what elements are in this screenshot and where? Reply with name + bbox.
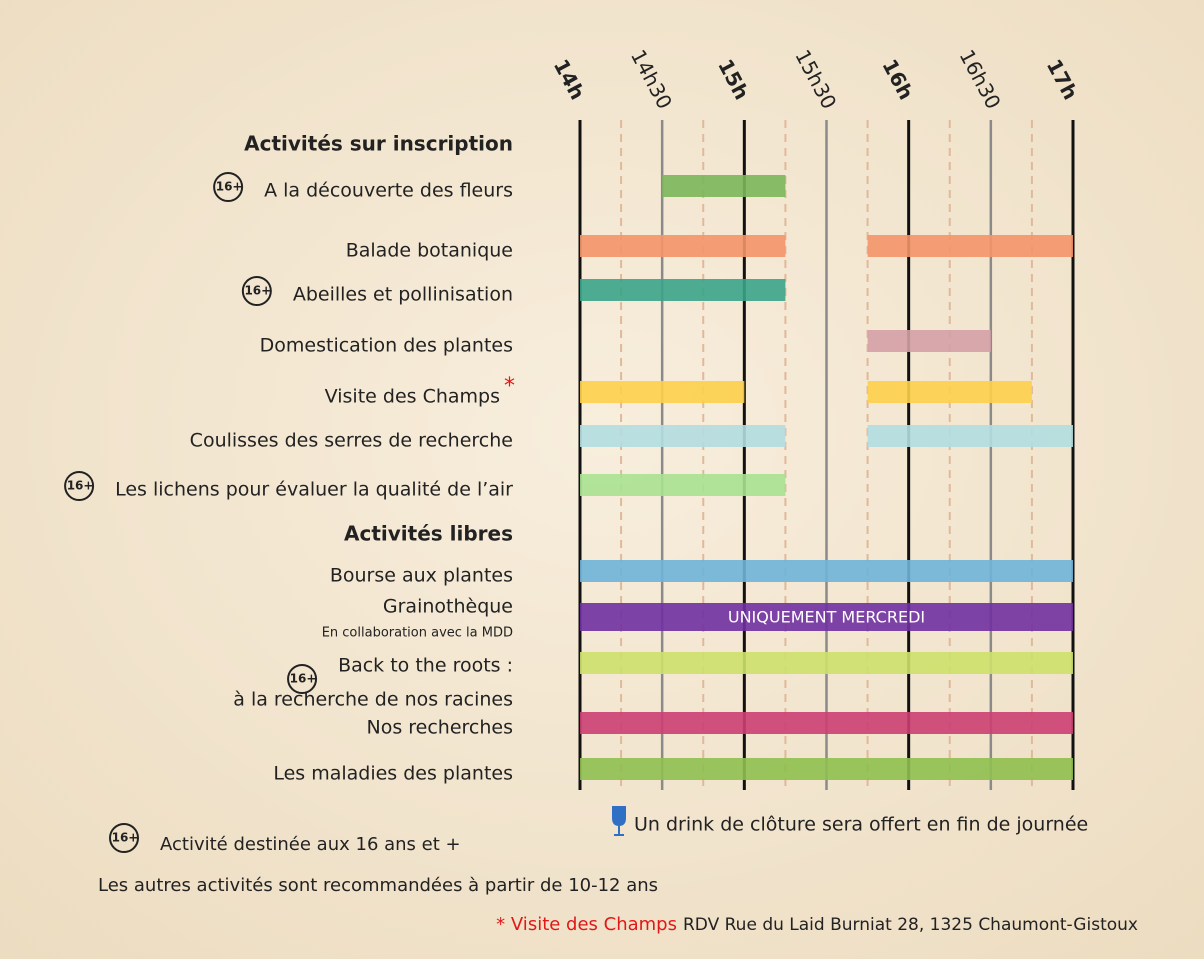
age-badge-label: 16+ (112, 831, 139, 845)
task-bar (662, 175, 786, 197)
age-badge (287, 664, 318, 694)
task-bar (580, 603, 1073, 631)
age-badge-label: 16+ (216, 180, 243, 194)
section-title: Activités libres (344, 522, 513, 546)
task-label: Coulisses des serres de recherche (190, 430, 513, 452)
task-label: Grainothèque (383, 596, 513, 618)
footnote-name: * Visite des Champs (496, 914, 677, 935)
task-label: Bourse aux plantes (330, 565, 513, 587)
task-bar (580, 279, 786, 301)
task-bar (580, 425, 786, 447)
task-bar (580, 712, 1073, 734)
task-bar (580, 235, 786, 257)
task-marker: * (504, 374, 515, 399)
task-bar (580, 474, 786, 496)
task-bar (580, 652, 1073, 674)
task-bar (867, 330, 991, 352)
drink-note: Un drink de clôture sera offert en fin d… (634, 814, 1088, 836)
task-bar (867, 381, 1032, 403)
task-label: Back to the roots : (338, 655, 513, 677)
bar-text: UNIQUEMENT MERCREDI (728, 608, 925, 627)
age-badge-label: 16+ (290, 672, 317, 686)
drink-icon (612, 806, 626, 836)
age-badge (241, 276, 272, 306)
badge-note: Activité destinée aux 16 ans et + (160, 834, 461, 855)
age-badge (213, 172, 244, 202)
task-bar (580, 560, 1073, 582)
age-badge-label: 16+ (244, 284, 271, 298)
task-label: Visite des Champs (325, 386, 500, 408)
task-label: Balade botanique (346, 240, 513, 262)
task-note: En collaboration avec la MDD (322, 626, 513, 641)
grid (578, 120, 1075, 790)
task-bar (580, 381, 745, 403)
task-label: Les lichens pour évaluer la qualité de l… (115, 479, 513, 501)
task-bar (867, 235, 1073, 257)
task-bar (867, 425, 1073, 447)
age-note: Les autres activités sont recommandées à… (98, 875, 658, 896)
task-label: Les maladies des plantes (273, 763, 513, 785)
task-bar (580, 758, 1073, 780)
footnote-text: RDV Rue du Laid Burniat 28, 1325 Chaumon… (683, 915, 1138, 935)
age-badge (64, 471, 95, 501)
age-badge-label: 16+ (67, 479, 94, 493)
task-label: Nos recherches (366, 717, 513, 739)
section-title: Activités sur inscription (244, 132, 513, 156)
task-label: Abeilles et pollinisation (293, 284, 513, 306)
task-label: Domestication des plantes (260, 335, 513, 357)
task-label: A la découverte des fleurs (264, 180, 513, 202)
age-badge (109, 823, 139, 853)
task-label-2: à la recherche de nos racines (233, 689, 513, 711)
